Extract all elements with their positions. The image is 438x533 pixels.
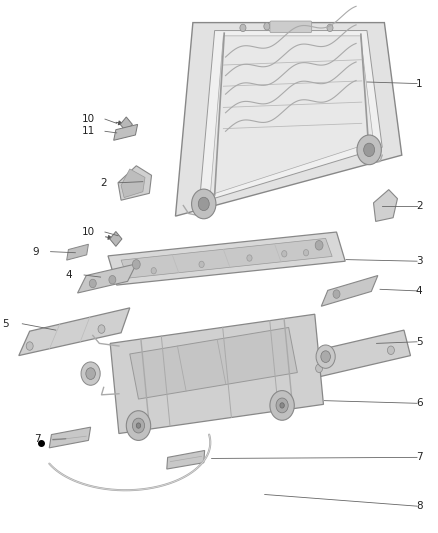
Polygon shape — [19, 308, 130, 356]
Circle shape — [316, 345, 335, 368]
Circle shape — [132, 260, 140, 269]
FancyBboxPatch shape — [270, 21, 312, 33]
Text: 7: 7 — [416, 453, 423, 463]
Circle shape — [321, 351, 330, 362]
Text: 9: 9 — [32, 247, 39, 257]
Circle shape — [282, 251, 287, 257]
Polygon shape — [67, 244, 88, 260]
Circle shape — [81, 362, 100, 385]
Polygon shape — [110, 231, 122, 246]
Polygon shape — [321, 276, 378, 306]
Text: 7: 7 — [34, 434, 40, 445]
Circle shape — [304, 249, 309, 256]
Text: 8: 8 — [416, 501, 423, 511]
Polygon shape — [108, 232, 345, 285]
Circle shape — [315, 240, 323, 250]
Polygon shape — [308, 330, 410, 378]
Polygon shape — [114, 124, 138, 140]
Polygon shape — [210, 36, 374, 195]
Circle shape — [89, 279, 96, 288]
Circle shape — [26, 342, 33, 350]
Circle shape — [276, 398, 288, 413]
Circle shape — [357, 135, 381, 165]
Text: 6: 6 — [416, 398, 423, 408]
Circle shape — [364, 143, 374, 157]
Text: 2: 2 — [100, 177, 107, 188]
Circle shape — [264, 22, 270, 30]
Polygon shape — [199, 30, 382, 203]
Text: 1: 1 — [416, 78, 423, 88]
Polygon shape — [167, 450, 205, 469]
Circle shape — [198, 197, 209, 211]
Circle shape — [240, 24, 246, 31]
Circle shape — [151, 268, 156, 274]
Polygon shape — [176, 22, 402, 216]
Circle shape — [132, 418, 145, 433]
Circle shape — [280, 403, 284, 408]
Polygon shape — [121, 169, 145, 198]
Circle shape — [333, 290, 340, 298]
Circle shape — [86, 368, 95, 379]
Circle shape — [388, 346, 394, 354]
Circle shape — [303, 22, 309, 30]
Text: 4: 4 — [66, 270, 72, 280]
Polygon shape — [78, 264, 136, 293]
Circle shape — [191, 189, 216, 219]
Polygon shape — [130, 327, 297, 399]
Polygon shape — [118, 166, 152, 200]
Circle shape — [327, 24, 333, 31]
Circle shape — [109, 276, 116, 284]
Text: 3: 3 — [416, 256, 423, 266]
Polygon shape — [49, 427, 91, 448]
Text: 10: 10 — [82, 114, 95, 124]
Circle shape — [316, 364, 322, 373]
Polygon shape — [120, 117, 132, 132]
Polygon shape — [374, 190, 397, 221]
Circle shape — [247, 255, 252, 261]
Circle shape — [136, 423, 141, 428]
Text: 4: 4 — [416, 286, 423, 296]
Circle shape — [126, 411, 151, 440]
Text: 11: 11 — [82, 126, 95, 136]
Text: 2: 2 — [416, 200, 423, 211]
Circle shape — [270, 391, 294, 420]
Text: 5: 5 — [416, 337, 423, 347]
Circle shape — [199, 261, 204, 268]
Text: 5: 5 — [3, 319, 9, 329]
Polygon shape — [110, 314, 323, 433]
Circle shape — [98, 325, 105, 333]
Text: 10: 10 — [82, 227, 95, 237]
Polygon shape — [121, 238, 332, 278]
